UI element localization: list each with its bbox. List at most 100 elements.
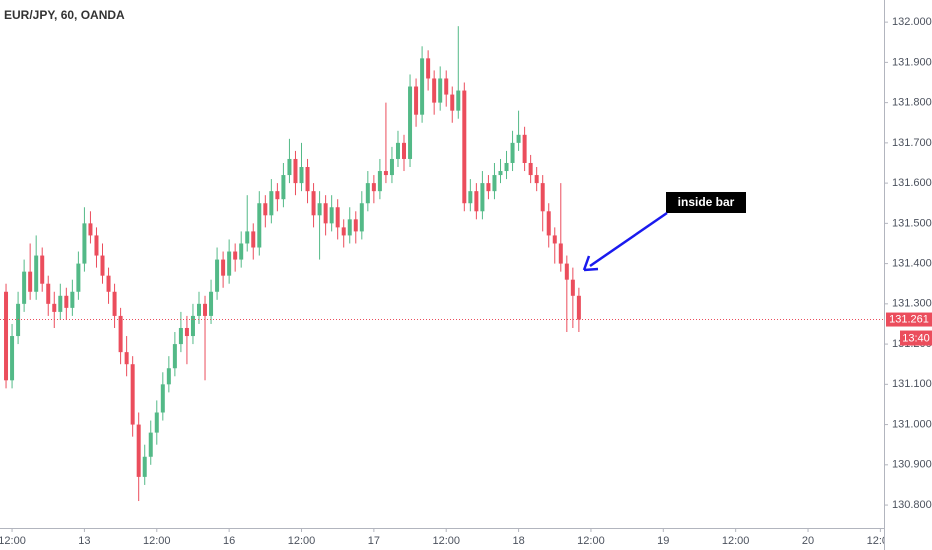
candle-body: [184, 327, 189, 337]
candle-body: [323, 203, 328, 224]
x-tick-label: 20: [802, 535, 814, 547]
candle-body: [432, 78, 437, 103]
x-tick-label: 12:00: [288, 535, 316, 547]
x-tick-label: 18: [512, 535, 524, 547]
candle-body: [468, 191, 473, 204]
x-tick-label: 13: [78, 535, 90, 547]
annotation-arrow: [589, 211, 668, 268]
candle-body: [414, 86, 419, 115]
candle-body: [34, 255, 39, 292]
annotation-box: [666, 192, 746, 213]
candle-body: [233, 251, 238, 260]
candle-body: [209, 291, 214, 316]
x-tick-label: 12:00: [143, 535, 171, 547]
candle-body: [564, 263, 569, 280]
candle-body: [4, 291, 9, 381]
candle-body: [46, 283, 51, 304]
y-tick-label: 131.500: [892, 217, 932, 229]
candle-body: [269, 191, 274, 216]
y-tick-label: 131.300: [892, 298, 932, 310]
candle-body: [299, 167, 304, 184]
y-tick-label: 131.000: [892, 418, 932, 430]
candle-body: [450, 94, 455, 111]
x-tick-label: 17: [368, 535, 380, 547]
candle-body: [317, 203, 322, 216]
candle-body: [203, 303, 208, 316]
candle-body: [305, 167, 310, 192]
last-price-label: 131.261: [889, 313, 929, 325]
candle-body: [486, 183, 491, 192]
candle-body: [88, 223, 93, 236]
candle-body: [498, 171, 503, 176]
y-tick-label: 130.900: [892, 459, 932, 471]
candle-body: [178, 327, 183, 345]
y-tick-label: 131.900: [892, 56, 932, 68]
candle-body: [196, 303, 201, 316]
arrow-head: [582, 255, 599, 272]
countdown-box: [900, 330, 932, 346]
candle-body: [552, 235, 557, 244]
x-tick-label: 16: [223, 535, 235, 547]
y-tick-label: 131.600: [892, 177, 932, 189]
candle-body: [389, 158, 394, 176]
candle-body: [76, 263, 81, 292]
candle-body: [558, 243, 563, 264]
candle-body: [94, 235, 99, 256]
candle-body: [335, 207, 340, 228]
x-tick-label: 12:00: [867, 535, 895, 547]
candle-body: [148, 432, 153, 457]
candle-body: [480, 183, 485, 212]
candle-body: [154, 412, 159, 433]
candle-body: [510, 142, 515, 163]
candle-body: [365, 183, 370, 204]
candle-body: [52, 303, 57, 312]
candle-body: [227, 251, 232, 276]
last-price-box: [886, 312, 932, 327]
candle-body: [402, 142, 407, 159]
candle-body: [371, 183, 376, 192]
candle-body: [347, 219, 352, 236]
y-tick-label: 131.400: [892, 258, 932, 270]
candle-body: [263, 203, 268, 216]
candle-body: [341, 227, 346, 236]
x-tick-label: 12:00: [577, 535, 605, 547]
candle-body: [570, 279, 575, 296]
plot-area: [0, 26, 884, 502]
candle-body: [221, 259, 226, 276]
y-tick-label: 131.800: [892, 97, 932, 109]
candle-body: [408, 86, 413, 159]
candle-body: [329, 207, 334, 224]
chart-title: EUR/JPY, 60, OANDA: [4, 8, 125, 22]
candle-body: [172, 344, 177, 369]
candle-body: [444, 78, 449, 95]
x-tick-label: 12:00: [722, 535, 750, 547]
candle-body: [58, 295, 63, 312]
candle-body: [22, 271, 27, 304]
candle-body: [160, 384, 165, 413]
candle-body: [28, 271, 33, 292]
candle-body: [106, 275, 111, 292]
candle-body: [395, 142, 400, 159]
candle-body: [359, 203, 364, 232]
candle-body: [546, 211, 551, 236]
candle-body: [190, 315, 195, 337]
annotation-text: inside bar: [678, 195, 735, 209]
candle-body: [438, 78, 443, 103]
candle-body: [287, 158, 292, 176]
candle-body: [257, 203, 262, 248]
candle-body: [64, 295, 69, 308]
candle-body: [504, 162, 509, 172]
candle-body: [136, 424, 141, 477]
candle-body: [10, 336, 15, 381]
candle-body: [311, 191, 316, 216]
candle-body: [462, 90, 467, 204]
candle-body: [251, 231, 256, 248]
candle-body: [239, 243, 244, 260]
candle-body: [100, 255, 105, 276]
x-tick-label: 19: [657, 535, 669, 547]
candle-body: [420, 58, 425, 115]
candle-body: [70, 291, 75, 308]
y-axis: 130.800130.900131.000131.100131.200131.3…: [884, 16, 932, 511]
candle-body: [142, 456, 147, 477]
y-tick-label: 131.100: [892, 378, 932, 390]
